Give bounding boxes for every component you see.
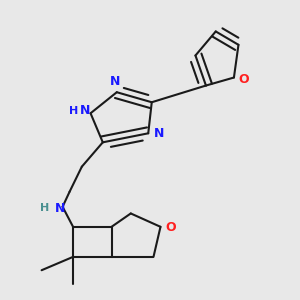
Text: H: H [40, 203, 50, 213]
Text: N: N [80, 104, 91, 117]
Text: O: O [166, 221, 176, 234]
Text: N: N [110, 75, 120, 88]
Text: O: O [238, 73, 249, 86]
Text: N: N [154, 128, 164, 140]
Text: H: H [69, 106, 78, 116]
Text: N: N [55, 202, 65, 215]
